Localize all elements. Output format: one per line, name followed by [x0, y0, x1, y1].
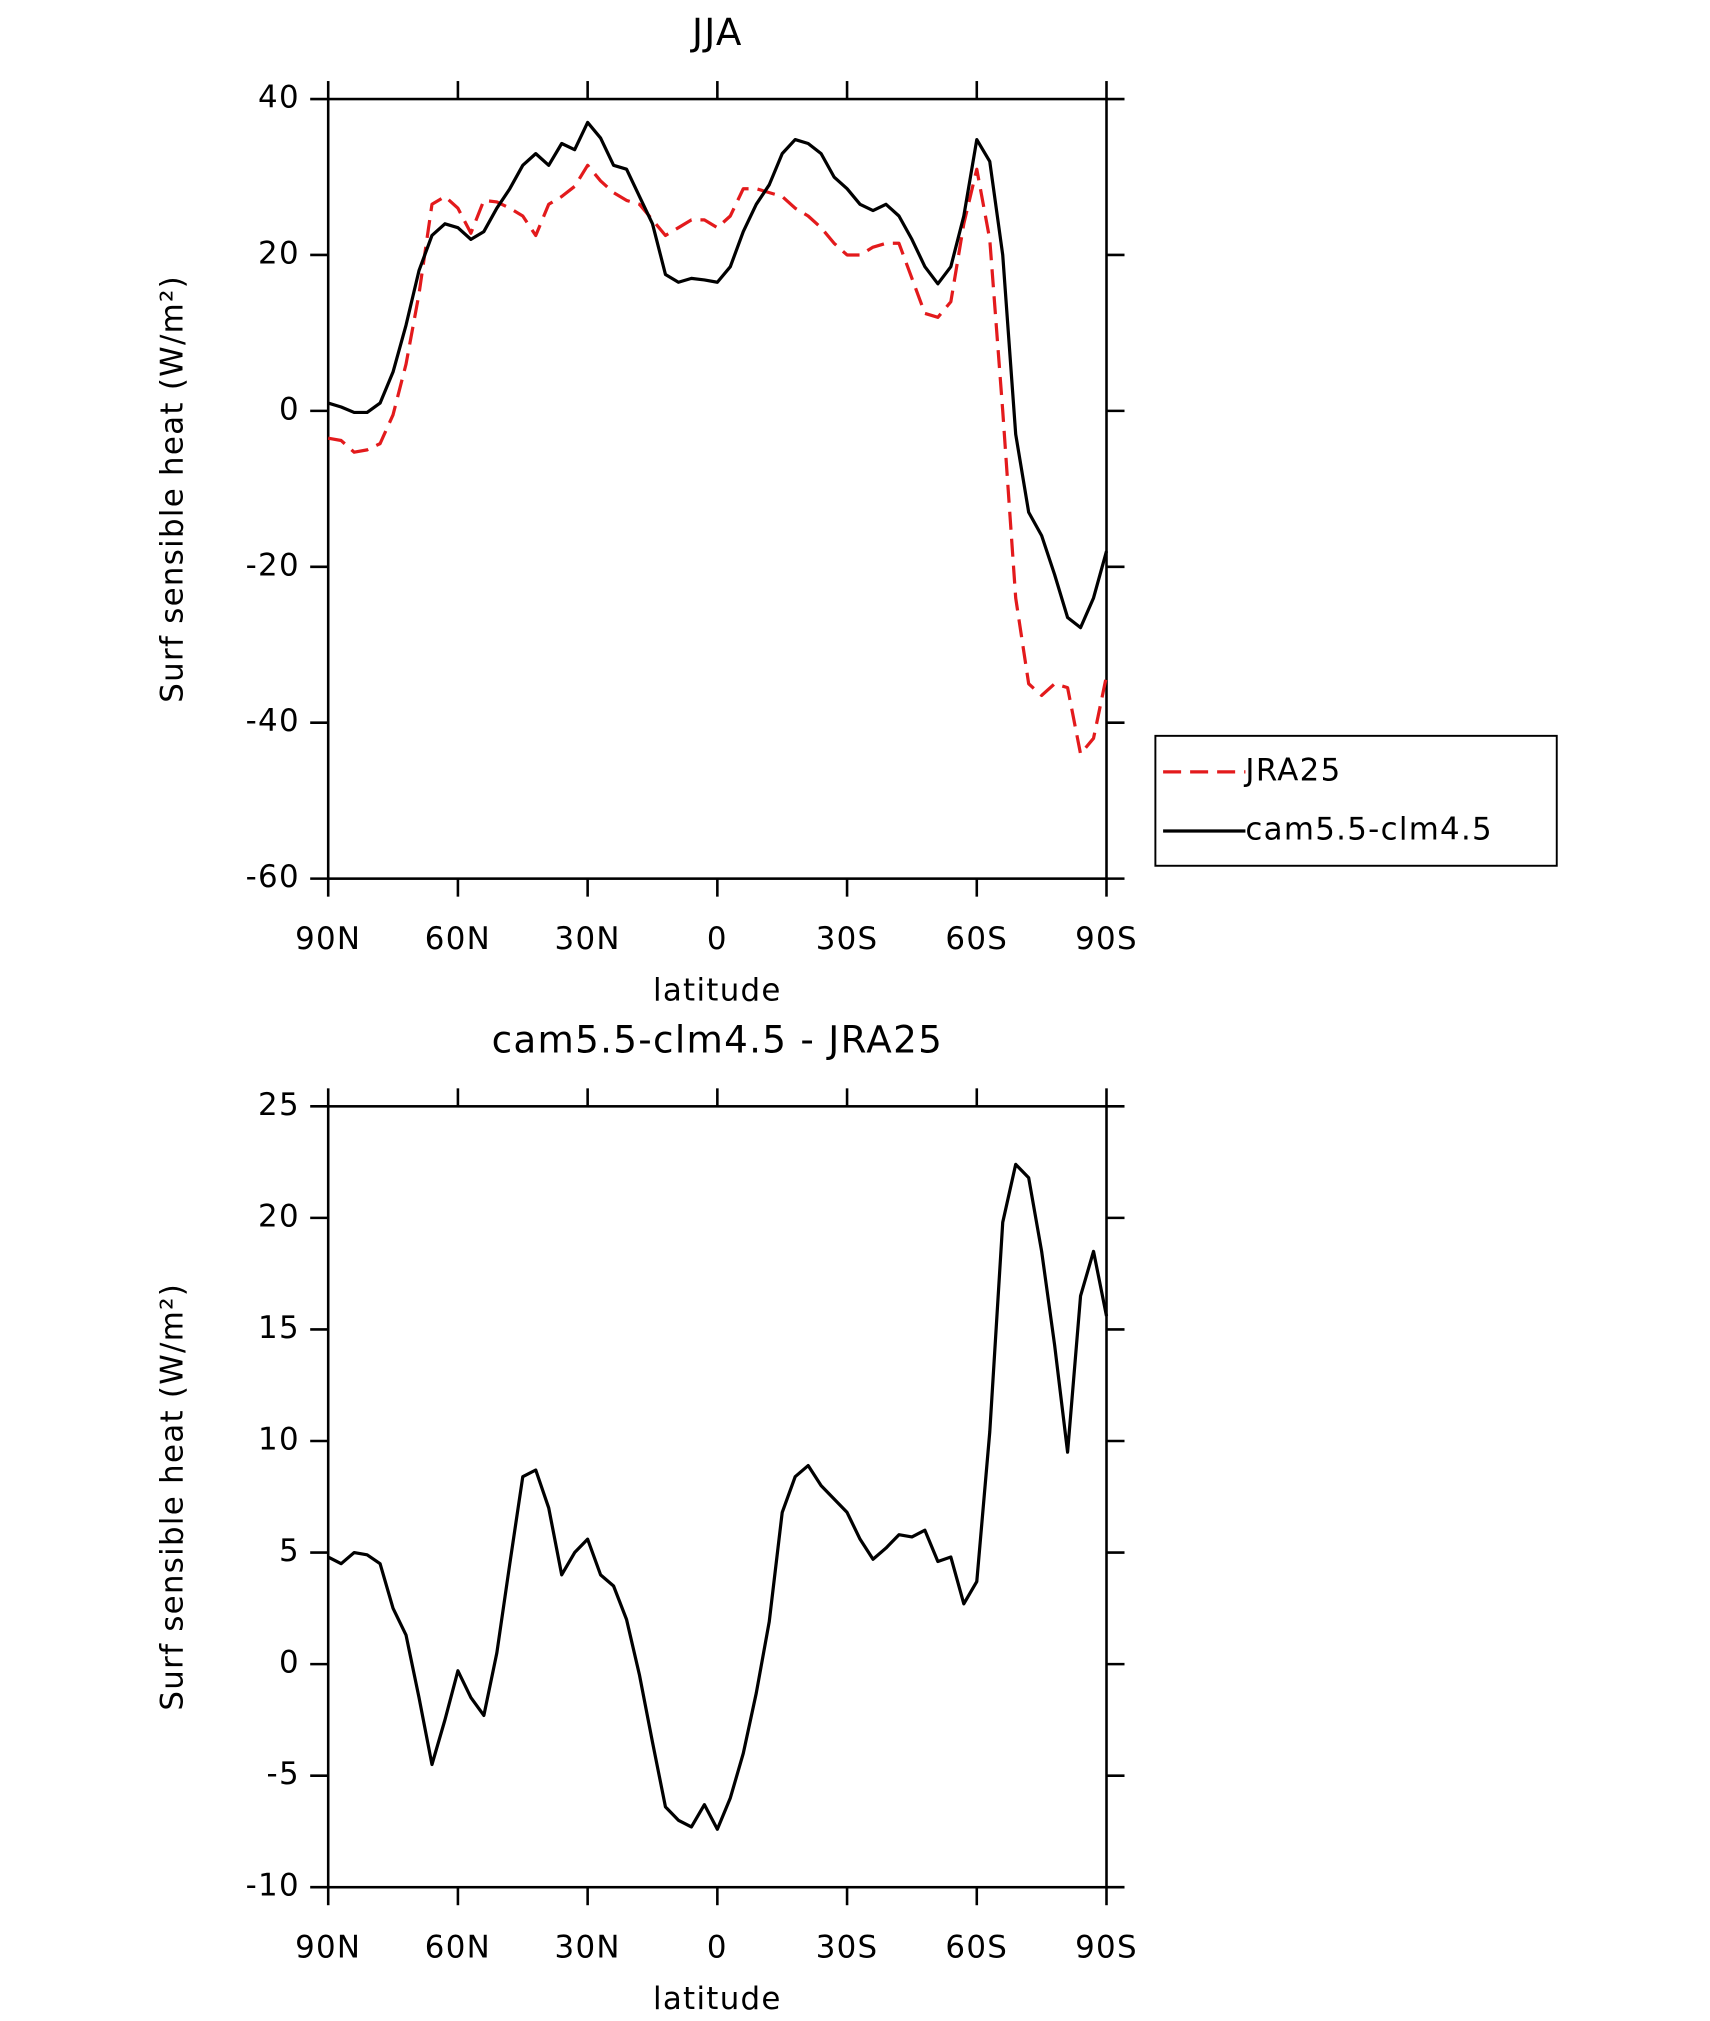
- x-tick-label: 90N: [295, 1929, 361, 1965]
- x-tick-label: 30S: [816, 921, 879, 957]
- x-tick-label: 90S: [1075, 1929, 1138, 1965]
- y-tick-label: -20: [246, 547, 300, 583]
- x-tick-label: 90S: [1075, 921, 1138, 957]
- chart-title: JJA: [690, 10, 743, 54]
- x-tick-label: 90N: [295, 921, 361, 957]
- series-line: [327, 120, 1109, 630]
- y-tick-label: 5: [279, 1533, 300, 1569]
- chart: cam5.5-clm4.5 - JRA25 latitude Surf sensib…: [154, 1018, 1138, 2017]
- x-tick-label: 30N: [555, 921, 621, 957]
- x-tick-label: 60N: [425, 1929, 491, 1965]
- chart-title: cam5.5-clm4.5 - JRA25: [492, 1018, 944, 1062]
- x-tick-label: 60N: [425, 921, 491, 957]
- y-tick-label: 10: [258, 1421, 300, 1457]
- x-tick-label: 60S: [945, 1929, 1008, 1965]
- y-tick-label: -10: [246, 1868, 300, 1904]
- x-tick-label: 0: [707, 1929, 728, 1965]
- y-tick-label: 15: [258, 1310, 300, 1346]
- y-axis-label: Surf sensible heat (W/m²): [154, 1283, 190, 1711]
- x-axis-label: latitude: [653, 972, 782, 1008]
- y-tick-label: -5: [267, 1756, 300, 1792]
- y-axis-label: Surf sensible heat (W/m²): [154, 275, 190, 703]
- plot-frame: [326, 1105, 1108, 1889]
- y-tick-label: 25: [258, 1087, 300, 1123]
- series-line: [327, 1162, 1109, 1831]
- y-tick-label: 20: [258, 235, 300, 271]
- legend-label: JRA25: [1243, 752, 1341, 788]
- chart: JJA latitude Surf sensible heat (W/m²) -60 -…: [154, 10, 1558, 1008]
- legend-label: cam5.5-clm4.5: [1245, 812, 1493, 848]
- x-tick-label: 30N: [555, 1929, 621, 1965]
- y-tick-label: 0: [279, 391, 300, 427]
- x-axis-label: latitude: [653, 1981, 782, 2017]
- y-tick-label: 40: [258, 80, 300, 116]
- plot-frame: [326, 97, 1108, 880]
- x-tick-label: 60S: [945, 921, 1008, 957]
- series-line: [327, 163, 1109, 756]
- legend-box: [1154, 734, 1558, 867]
- y-tick-label: 0: [279, 1645, 300, 1681]
- y-tick-label: 20: [258, 1198, 300, 1234]
- x-tick-label: 0: [707, 921, 728, 957]
- y-tick-label: -60: [246, 859, 300, 895]
- y-tick-label: -40: [246, 703, 300, 739]
- x-tick-label: 30S: [816, 1929, 879, 1965]
